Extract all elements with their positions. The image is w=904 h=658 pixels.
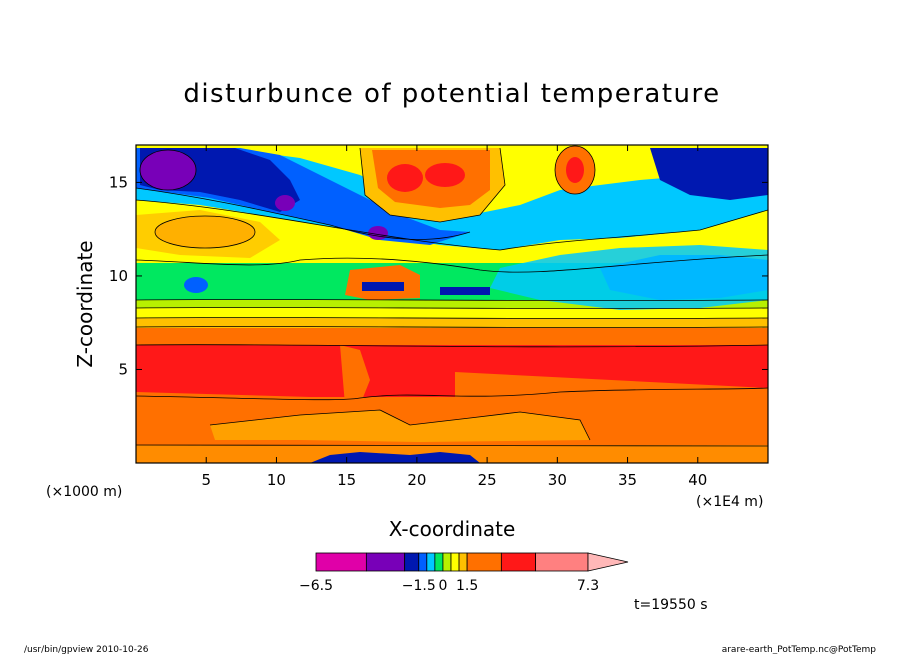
colorbar-segment xyxy=(450,552,460,572)
x-tick-label: 5 xyxy=(201,471,211,489)
colorbar-segment xyxy=(434,552,444,572)
footer-right: arare-earth_PotTemp.nc@PotTemp xyxy=(722,645,877,654)
x-axis-label: X-coordinate xyxy=(389,517,516,541)
x-tick-label: 35 xyxy=(618,471,637,489)
contour-line xyxy=(154,215,256,249)
region-top-violet xyxy=(140,150,196,190)
y-axis-label: Z-coordinate xyxy=(73,240,97,367)
x-tick-label: 15 xyxy=(337,471,356,489)
y-tick-label: 5 xyxy=(118,360,128,378)
colorbar-segment xyxy=(458,552,468,572)
colorbar-segment xyxy=(365,552,406,572)
colorbar-tick-label: 7.3 xyxy=(577,578,599,594)
contour-line xyxy=(136,307,768,309)
contour-line xyxy=(136,199,768,251)
y-axis-unit: (×1000 m) xyxy=(46,484,122,500)
contour-line xyxy=(136,344,768,348)
colorbar-tick-label: 0 xyxy=(438,578,447,594)
colorbar-segment xyxy=(404,552,420,572)
contour-line xyxy=(139,149,197,191)
region-band-yellow xyxy=(136,308,768,318)
region-violet-spot-2 xyxy=(368,226,388,240)
x-axis-unit: (×1E4 m) xyxy=(696,494,763,510)
colorbar-segment xyxy=(500,552,537,572)
footer-left: /usr/bin/gpview 2010-10-26 xyxy=(24,645,149,654)
colorbar-segment xyxy=(535,552,589,572)
x-tick-label: 40 xyxy=(688,471,707,489)
region-central-plume xyxy=(340,345,370,405)
region-central-core xyxy=(362,282,404,291)
colorbar-segment xyxy=(426,552,436,572)
region-right-mid-cyan xyxy=(490,245,768,310)
region-band-orange xyxy=(136,327,768,345)
contour-line xyxy=(136,317,768,319)
x-tick-label: 30 xyxy=(548,471,567,489)
plot-frame xyxy=(135,144,769,464)
region-top-warm-cell-right-core xyxy=(566,157,584,183)
contour-line xyxy=(136,387,768,401)
contour-line xyxy=(359,147,506,223)
time-label: t=19550 s xyxy=(634,597,708,613)
y-tick-label: 15 xyxy=(109,173,128,191)
region-band-amber xyxy=(136,318,768,328)
x-tick-label: 25 xyxy=(478,471,497,489)
region-central-core-2 xyxy=(440,287,490,295)
contour-field xyxy=(136,145,768,463)
x-tick-label: 20 xyxy=(407,471,426,489)
region-surface-structures xyxy=(210,410,590,442)
contour-line xyxy=(136,299,768,301)
x-axis-ticks: 5 10 15 20 25 30 35 40 xyxy=(201,145,707,489)
colorbar-segment xyxy=(418,552,428,572)
colorbar-segment xyxy=(315,552,367,572)
contour-line xyxy=(136,254,768,273)
contour-lines xyxy=(136,145,768,447)
region-right-top-blue xyxy=(650,148,768,200)
contour-line xyxy=(136,187,471,240)
chart-title: disturbunce of potential temperature xyxy=(183,79,720,109)
colorbar-tick-label: −6.5 xyxy=(299,578,333,594)
colorbar-extension-arrow xyxy=(587,552,629,572)
colorbar-segment xyxy=(442,552,452,572)
region-left-blue-spot xyxy=(184,277,208,293)
colorbar-tick-labels: −6.5 −1.5 0 1.5 7.3 xyxy=(299,578,599,594)
contour-line xyxy=(136,326,768,328)
region-violet-spot xyxy=(275,195,295,211)
region-band-lime xyxy=(136,300,768,308)
region-top-warm-red xyxy=(387,164,423,192)
colorbar-segment xyxy=(466,552,502,572)
x-tick-label: 10 xyxy=(267,471,286,489)
y-tick-label: 10 xyxy=(109,267,128,285)
colorbar-tick-label: −1.5 xyxy=(402,578,436,594)
contour-line xyxy=(209,409,591,441)
colorbar xyxy=(315,552,629,572)
y-axis-ticks: 5 10 15 xyxy=(109,173,768,378)
contour-line xyxy=(554,145,596,195)
region-surface-cold-pool xyxy=(310,452,480,463)
colorbar-tick-label: 1.5 xyxy=(456,578,478,594)
region-top-warm-red-2 xyxy=(425,163,465,187)
